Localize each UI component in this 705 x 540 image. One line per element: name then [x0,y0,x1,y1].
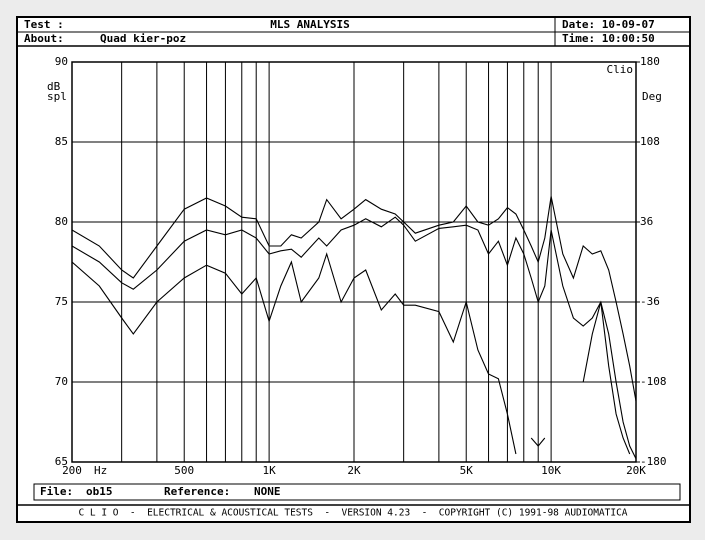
y-axis-label: spl [47,90,67,103]
x-tick-label: 10K [541,464,561,477]
response-curve [72,252,631,455]
file-label: File: [40,485,73,498]
y2-tick-label: 36 [640,215,653,228]
about: Quad kier-poz [100,32,186,45]
response-curve [72,216,636,460]
y2-axis-label: Deg [642,90,662,103]
corner-label: Clio [607,63,634,76]
x-tick-label: 2K [347,464,361,477]
header-title: MLS ANALYSIS [270,18,349,31]
time: Time: 10:00:50 [562,32,655,45]
about-label: About: [24,32,64,45]
y-tick-label: 90 [55,55,68,68]
y2-tick-label: 108 [640,135,660,148]
y2-tick-label: -180 [640,455,667,468]
y-tick-label: 75 [55,295,68,308]
y-tick-label: 85 [55,135,68,148]
y-axis-label: dB [47,80,61,93]
x-tick-label: 200 [62,464,82,477]
y2-tick-label: -108 [640,375,667,388]
y-tick-label: 70 [55,375,68,388]
reference: NONE [254,485,281,498]
file: ob15 [86,485,113,498]
x-tick-label: 20K [626,464,646,477]
banner: C L I O - ELECTRICAL & ACOUSTICAL TESTS … [78,508,627,519]
x-tick-label: 1K [262,464,276,477]
x-tick-label: 5K [460,464,474,477]
curves [72,196,636,460]
reference-label: Reference: [164,485,230,498]
test-label: Test : [24,18,64,31]
response-curve [72,196,636,402]
y-tick-label: 80 [55,215,68,228]
plot: 200 500 1K 2K 5K 10K 20K Hz 90 85 80 75 70 65 180 108 36… [47,55,667,477]
x-unit: Hz [94,464,107,477]
y-tick-label: 65 [55,455,68,468]
y2-tick-label: 180 [640,55,660,68]
date: Date: 10-09-07 [562,18,655,31]
x-tick-label: 500 [174,464,194,477]
y2-tick-label: -36 [640,295,660,308]
file-box [33,483,681,501]
